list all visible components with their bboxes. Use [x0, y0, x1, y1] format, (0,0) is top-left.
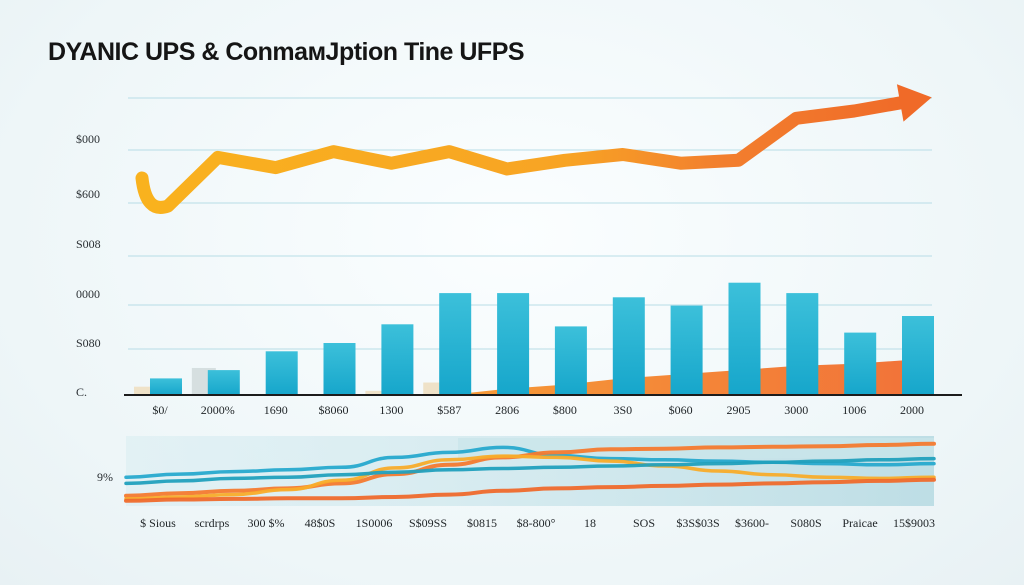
x-tick-label-3: $8060: [319, 403, 349, 417]
bottom-x-tick-label-9: SOS: [633, 516, 655, 530]
bottom-series-line-2: [124, 454, 936, 501]
bottom-x-tick-label-10: $3S$03S: [676, 516, 719, 530]
y-tick-label-4: S080: [76, 336, 101, 350]
bar-primary-12: [844, 332, 877, 395]
x-tick-label-7: $800: [553, 403, 577, 417]
x-tick-label-0: $0/: [152, 403, 168, 417]
chart-title: DYANIC UPS & ConmaмJption Tine UFPS: [48, 38, 525, 66]
y-tick-label-0: $000: [76, 132, 100, 146]
bar-primary-9: [670, 305, 703, 395]
bar-primary-8: [612, 297, 645, 395]
bottom-x-tick-label-13: Praicae: [842, 516, 877, 530]
bottom-x-tick-label-8: 18: [584, 516, 596, 530]
y-tick-label-3: 0000: [76, 287, 100, 301]
bottom-series-line-4: [124, 477, 936, 503]
bar-primary-7: [554, 326, 587, 395]
bottom-series-line-1: [124, 441, 936, 498]
bar-primary-13: [902, 316, 934, 395]
bar-primary-5: [439, 293, 472, 395]
y-tick-label-2: S008: [76, 237, 101, 251]
bar-primary-4: [381, 324, 414, 395]
trend-arrowhead: [896, 84, 932, 122]
bar-primary-0: [150, 378, 182, 395]
x-tick-label-11: 3000: [784, 403, 808, 417]
bar-primary-10: [728, 282, 761, 395]
bar-primary-3: [323, 343, 356, 395]
bar-primary-6: [497, 293, 530, 395]
bottom-x-tick-label-6: $0815: [467, 516, 497, 530]
bottom-x-tick-label-5: S$09SS: [409, 516, 447, 530]
bottom-x-tick-label-14: 15$9003: [893, 516, 935, 530]
bar-primary-1: [207, 370, 240, 395]
bottom-y-tick-label-0: 9%: [97, 470, 113, 484]
bottom-x-tick-label-4: 1S0006: [356, 516, 393, 530]
x-tick-label-2: 1690: [264, 403, 288, 417]
bottom-x-tick-label-12: S080S: [790, 516, 821, 530]
bottom-series-line-3: [124, 456, 936, 486]
bar-secondary-4: [365, 390, 390, 395]
bottom-x-tick-label-1: scrdrps: [195, 516, 230, 530]
x-tick-label-13: 2000: [900, 403, 924, 417]
bottom-x-tick-label-0: $ Sious: [140, 516, 176, 530]
bar-secondary-0: [134, 386, 158, 395]
x-tick-label-4: 1300: [379, 403, 403, 417]
bottom-x-tick-label-3: 48$0S: [305, 516, 336, 530]
x-tick-label-1: 2000%: [201, 403, 235, 417]
x-tick-label-5: $587: [437, 403, 461, 417]
bottom-x-tick-label-7: $8-800°: [517, 516, 556, 530]
y-tick-label-5: C.: [76, 385, 87, 399]
y-tick-label-1: $600: [76, 187, 100, 201]
x-tick-label-9: $060: [669, 403, 693, 417]
bar-primary-11: [786, 293, 819, 395]
trend-line: [135, 94, 919, 214]
x-tick-label-6: 2806: [495, 403, 519, 417]
bar-primary-2: [265, 351, 298, 395]
x-tick-label-12: 1006: [842, 403, 866, 417]
trend-area: [160, 359, 912, 395]
x-tick-label-10: 2905: [727, 403, 751, 417]
x-tick-label-8: 3S0: [613, 403, 632, 417]
bottom-x-tick-label-11: $3600-: [735, 516, 769, 530]
bottom-x-tick-label-2: 300 $%: [248, 516, 285, 530]
